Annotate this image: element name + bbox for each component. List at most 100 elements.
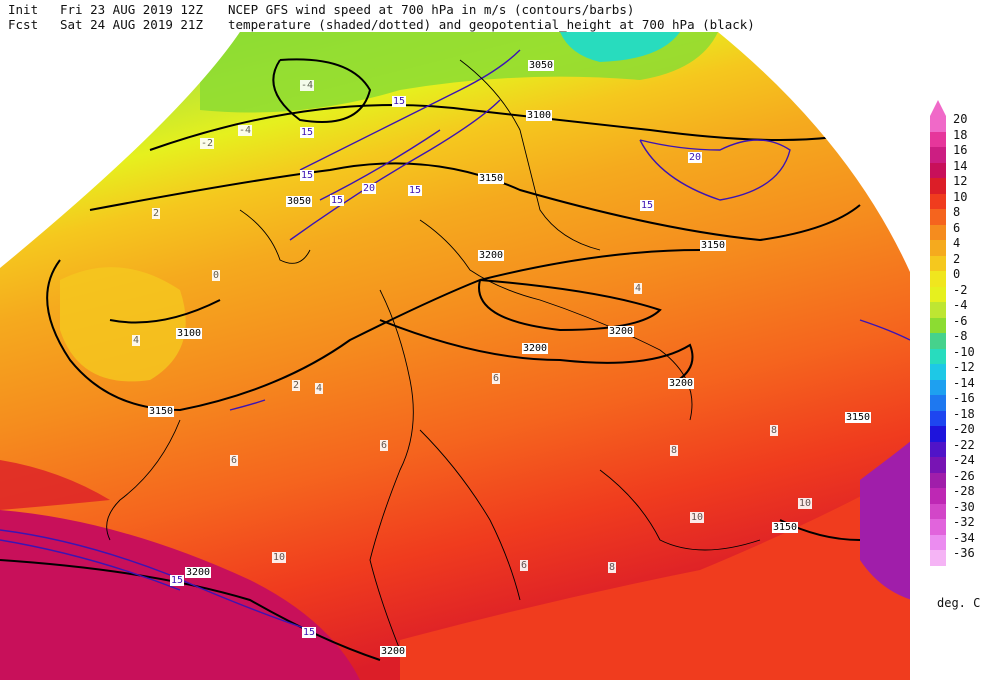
init-time: Fri 23 AUG 2019 12Z <box>60 2 203 17</box>
colorbar-label: 20 <box>953 112 968 126</box>
colorbar-label: 4 <box>953 236 961 250</box>
colorbar-swatch <box>930 178 946 194</box>
colorbar-label: -20 <box>953 422 975 436</box>
colorbar-swatch <box>930 224 946 241</box>
colorbar-swatch <box>930 550 946 566</box>
hot-band-sw <box>0 510 360 680</box>
colorbar-swatch <box>930 255 946 272</box>
height-contour-label: 3150 <box>845 412 872 423</box>
temperature-label: -4 <box>238 125 253 136</box>
colorbar-label: -34 <box>953 530 975 545</box>
wind-contour-label: 15 <box>392 96 407 107</box>
colorbar-label: 0 <box>953 267 961 281</box>
height-contour-label: 3200 <box>478 250 505 261</box>
temperature-label: 8 <box>670 445 679 456</box>
wind-contour-label: 20 <box>362 183 377 194</box>
wind-contours <box>0 49 910 631</box>
colorbar-label: -24 <box>953 453 975 467</box>
colorbar-swatch <box>930 426 946 442</box>
colorbar-label: -12 <box>953 360 975 374</box>
colorbar-label: 8 <box>953 205 961 219</box>
temperature-label: 6 <box>380 440 389 451</box>
very-hot-east <box>860 440 910 600</box>
colorbar-swatch <box>930 457 946 473</box>
colorbar-swatch <box>930 271 946 287</box>
colorbar-swatch <box>930 364 946 380</box>
colorbar-label: -28 <box>953 484 975 498</box>
wind-contour-label: 15 <box>330 195 345 206</box>
hot-band-se <box>400 470 910 680</box>
init-label: Init <box>8 2 39 17</box>
wind-contour-label: 15 <box>302 627 317 638</box>
temperature-label: 4 <box>634 283 643 294</box>
colorbar-swatch <box>930 240 946 256</box>
colorbar-swatch <box>930 317 946 334</box>
colorbar-swatch <box>930 131 946 148</box>
colorbar-swatch <box>930 519 946 535</box>
colorbar-swatch <box>930 488 946 504</box>
temperature-label: 8 <box>608 562 617 573</box>
temperature-label: 10 <box>690 512 705 523</box>
temperature-label: 10 <box>798 498 813 509</box>
colorbar-swatch <box>930 348 946 365</box>
colorbar-label: 6 <box>953 220 961 235</box>
height-contour-label: 3200 <box>668 378 695 389</box>
colorbar-top-arrow <box>930 100 946 116</box>
colorbar-label: -18 <box>953 406 975 421</box>
height-contour-label: 3100 <box>526 110 553 121</box>
height-contour-label: 3150 <box>772 522 799 533</box>
height-contour-label: 3150 <box>700 240 727 251</box>
coldest-patch <box>560 32 680 62</box>
colorbar-label: -22 <box>953 437 975 452</box>
height-contour-label: 3200 <box>608 326 635 337</box>
colorbar-swatch <box>930 534 946 551</box>
colorbar-swatch <box>930 147 946 163</box>
colorbar-label: -36 <box>953 546 975 560</box>
wind-contour-label: 15 <box>640 200 655 211</box>
hot-patch <box>0 460 110 510</box>
colorbar-label: -6 <box>953 313 968 328</box>
wind-contour-label: 20 <box>688 152 703 163</box>
colorbar-swatch <box>930 410 946 427</box>
temperature-label: 0 <box>212 270 221 281</box>
height-contour-label: 3200 <box>522 343 549 354</box>
height-contour-label: 3050 <box>528 60 555 71</box>
colorbar-swatch <box>930 441 946 458</box>
temperature-label: -4 <box>300 80 315 91</box>
temperature-label: 4 <box>315 383 324 394</box>
height-contour-label: 3050 <box>286 196 313 207</box>
temperature-label: 6 <box>520 560 529 571</box>
colorbar-label: 16 <box>953 143 968 157</box>
colorbar-label: -26 <box>953 468 975 483</box>
wind-contour-label: 15 <box>300 127 315 138</box>
colorbar-label: -4 <box>953 298 968 312</box>
temperature-label: 10 <box>272 552 287 563</box>
height-contour-label: 3100 <box>176 328 203 339</box>
colorbar-label: 10 <box>953 189 968 204</box>
colorbar-label: 2 <box>953 251 961 266</box>
colorbar-label: -10 <box>953 344 975 359</box>
temperature-label: 2 <box>152 208 161 219</box>
colorbar-label: 12 <box>953 174 968 188</box>
temperature-label: 6 <box>492 373 501 384</box>
height-contour-label: 3150 <box>148 406 175 417</box>
height-contour-label: 3150 <box>478 173 505 184</box>
fcst-label: Fcst <box>8 17 39 32</box>
colorbar-label: 14 <box>953 158 968 173</box>
height-contour-label: 3200 <box>380 646 407 657</box>
colorbar-swatch <box>930 116 946 132</box>
temperature-label: 4 <box>132 335 141 346</box>
colorbar-swatch <box>930 209 946 225</box>
colorbar-label: -2 <box>953 282 968 297</box>
fcst-time: Sat 24 AUG 2019 21Z <box>60 17 203 32</box>
colorbar-swatch <box>930 286 946 303</box>
temperature-label: -2 <box>200 138 215 149</box>
colorbar-swatch <box>930 395 946 411</box>
colorbar-swatch <box>930 472 946 489</box>
temperature-label: 6 <box>230 455 239 466</box>
temperature-label: 8 <box>770 425 779 436</box>
map-title-line1: NCEP GFS wind speed at 700 hPa in m/s (c… <box>228 2 635 17</box>
colorbar-label: -30 <box>953 499 975 514</box>
warm-tongue <box>60 267 186 382</box>
